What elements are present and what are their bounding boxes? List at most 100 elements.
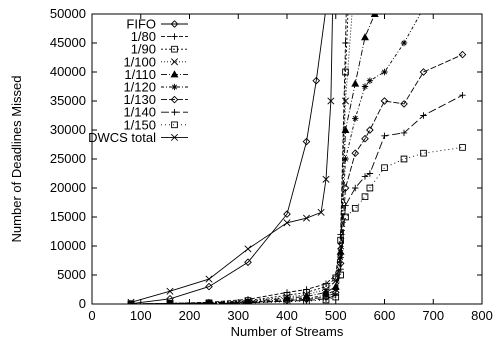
y-tick-label: 10000 <box>50 238 86 253</box>
y-tick-label: 40000 <box>50 64 86 79</box>
data-point <box>419 68 428 76</box>
data-point <box>327 97 335 105</box>
data-point <box>352 184 359 192</box>
data-point <box>400 100 408 108</box>
x-tick-label: 100 <box>130 308 152 323</box>
y-tick-label: 50000 <box>50 6 86 21</box>
series-dwcs-total <box>127 14 335 304</box>
data-point <box>127 300 135 304</box>
x-tick-label: 600 <box>374 308 396 323</box>
series-1-140 <box>127 92 466 304</box>
series-line <box>130 14 376 304</box>
data-point <box>366 184 374 192</box>
data-point <box>166 299 174 304</box>
legend-label: 1/150 <box>123 117 156 132</box>
series-line <box>130 94 463 304</box>
data-point <box>283 219 291 227</box>
x-tick-label: 300 <box>227 308 249 323</box>
data-point <box>351 204 359 212</box>
legend-item: 1/90 <box>131 42 188 57</box>
legend-marker <box>170 70 179 78</box>
data-point <box>361 83 369 90</box>
data-point <box>302 214 311 222</box>
data-point <box>400 39 408 47</box>
data-point <box>381 68 388 76</box>
data-point <box>244 258 252 267</box>
data-point <box>400 155 408 163</box>
legend-label: 1/110 <box>124 67 156 82</box>
data-point <box>459 144 466 151</box>
data-point <box>337 271 344 279</box>
y-tick-label: 0 <box>79 296 86 311</box>
y-tick-label: 25000 <box>50 151 86 166</box>
data-point <box>205 275 213 283</box>
series-line <box>130 14 326 304</box>
legend-label: 1/90 <box>131 42 156 57</box>
data-point <box>342 213 349 221</box>
legend-marker <box>170 133 179 141</box>
data-point <box>302 137 311 146</box>
data-point <box>341 97 350 105</box>
legend-label: DWCS total <box>88 130 156 145</box>
legend-item: 1/80 <box>131 29 188 44</box>
data-point <box>366 170 374 177</box>
data-point <box>342 202 349 209</box>
series-line <box>130 14 333 303</box>
legend-marker <box>171 121 178 129</box>
data-point <box>352 115 359 122</box>
series-line <box>130 14 353 304</box>
data-point <box>381 132 388 139</box>
data-point <box>337 266 344 273</box>
data-point <box>303 289 310 296</box>
data-point <box>459 92 466 99</box>
series-1-150 <box>127 144 466 304</box>
x-tick-label: 0 <box>88 308 95 323</box>
legend-item: 1/100 <box>123 54 188 69</box>
data-point <box>283 298 291 304</box>
x-tick-label: 800 <box>471 308 493 323</box>
y-axis-title: Number of Deadlines Missed <box>9 76 24 243</box>
data-point <box>342 39 349 47</box>
legend-marker <box>170 95 179 104</box>
data-point <box>341 184 350 192</box>
series-1-120 <box>127 14 421 304</box>
data-point <box>381 164 388 172</box>
axis-ticks: 0 100 200 300 400 500 600 700 800 0 5000 10000 15000… <box>50 6 493 323</box>
data-point <box>127 298 135 304</box>
data-point <box>205 300 213 304</box>
y-tick-label: 20000 <box>50 180 86 195</box>
data-point <box>351 149 360 158</box>
legend-item: 1/110 <box>124 67 188 82</box>
legend-item: DWCS total <box>88 130 188 145</box>
legend-item: FIFO <box>126 17 188 32</box>
data-point <box>400 129 408 137</box>
series-lines <box>127 14 467 304</box>
data-point <box>420 112 427 119</box>
legend-item: 1/140 <box>123 105 188 120</box>
legend-marker <box>171 109 178 116</box>
x-axis-title: Number of Streams <box>231 324 344 339</box>
data-point <box>244 298 252 304</box>
series-1-80 <box>127 14 349 304</box>
data-point <box>205 282 213 291</box>
series-line <box>130 14 347 304</box>
data-point <box>332 292 339 299</box>
y-tick-label: 30000 <box>50 122 86 137</box>
data-point <box>244 299 252 304</box>
data-point <box>332 293 340 301</box>
data-point <box>361 134 369 143</box>
legend-label: 1/100 <box>123 54 156 69</box>
series-1-110 <box>128 14 379 304</box>
data-point <box>166 300 174 304</box>
legend-marker <box>171 33 178 40</box>
data-point <box>166 287 174 295</box>
legend-marker <box>171 45 178 53</box>
data-point <box>244 299 252 304</box>
data-point <box>341 125 350 134</box>
data-point <box>342 155 349 163</box>
data-point <box>370 14 379 18</box>
data-point <box>205 299 213 304</box>
legend-label: FIFO <box>126 17 156 32</box>
legend-item: 1/130 <box>123 92 188 107</box>
